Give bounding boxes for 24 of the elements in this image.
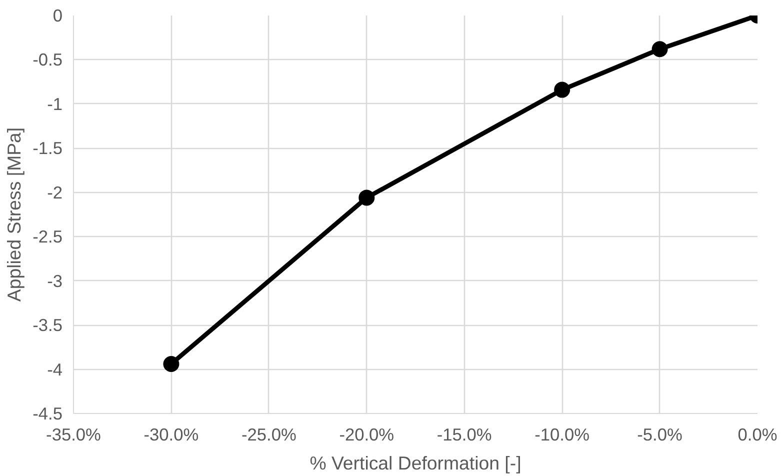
y-tick-label: -3 xyxy=(47,270,63,291)
y-tick-label: -4 xyxy=(47,359,63,380)
y-axis-title: Applied Stress [MPa] xyxy=(4,127,25,302)
point xyxy=(163,356,180,372)
y-tick-label: -1.5 xyxy=(32,138,62,158)
x-tick-label: -5.0% xyxy=(637,424,682,444)
x-tick-label: -25.0% xyxy=(241,424,296,444)
x-axis-title: % Vertical Deformation [-] xyxy=(310,452,522,474)
y-tick-label: -3.5 xyxy=(32,315,62,336)
y-tick-label: -1 xyxy=(47,94,63,114)
y-tick-label: -0.5 xyxy=(32,50,62,70)
y-tick-label: -2.5 xyxy=(32,226,62,247)
y-tick-label: -4.5 xyxy=(32,404,62,424)
point xyxy=(358,190,375,206)
x-tick-label: -15.0% xyxy=(436,424,492,444)
point xyxy=(652,41,668,58)
y-tick-label: -2 xyxy=(47,182,63,202)
x-tick-label: -10.0% xyxy=(534,424,590,444)
point xyxy=(554,82,570,98)
y-tick-label: 0 xyxy=(52,6,63,26)
x-tick-label: -20.0% xyxy=(339,424,394,444)
x-tick-label: -35.0% xyxy=(46,424,101,444)
x-tick-label: 0.0% xyxy=(738,424,778,444)
x-tick-label: -30.0% xyxy=(144,424,199,444)
